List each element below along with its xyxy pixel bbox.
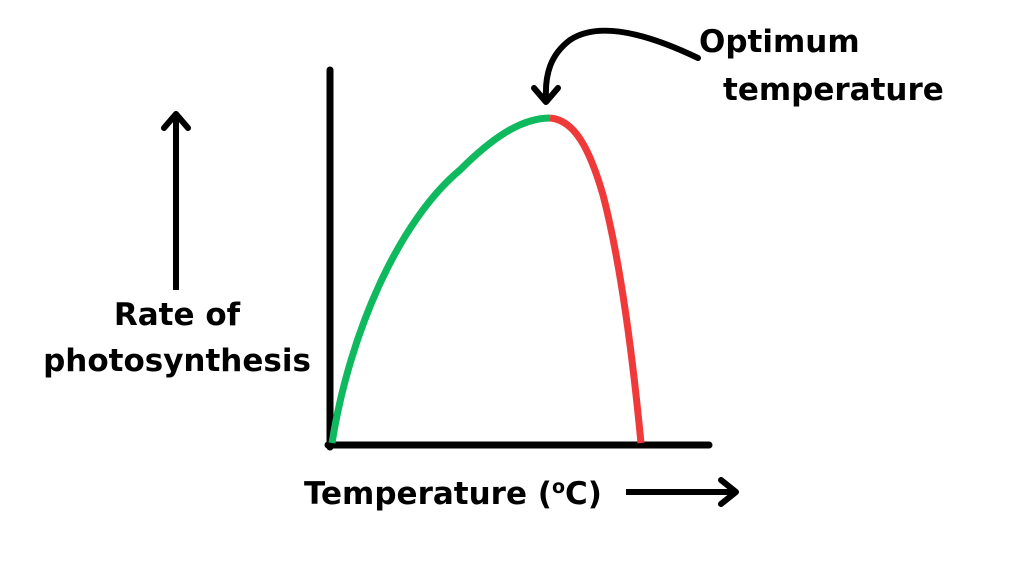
right-arrow-icon: [626, 477, 739, 507]
curve-falling: [549, 114, 645, 444]
annotation-line1: Optimum: [699, 24, 860, 60]
x-axis-label-unit: C): [565, 476, 602, 512]
x-axis-label: Temperature (oC): [304, 472, 602, 516]
annotation-line2: temperature: [723, 72, 944, 108]
y-axis-label-line2: photosynthesis: [43, 343, 311, 379]
x-axis-label-text: Temperature (: [304, 476, 552, 512]
degree-superscript: o: [551, 476, 566, 498]
y-axis-label: Rate of photosynthesis: [22, 292, 332, 384]
y-axis-label-line1: Rate of: [113, 297, 241, 333]
optimum-annotation: Optimum temperature: [699, 18, 944, 114]
up-arrow-icon: [161, 111, 191, 290]
annotation-arrow-icon: [531, 27, 701, 105]
curve-rising: [328, 114, 551, 444]
